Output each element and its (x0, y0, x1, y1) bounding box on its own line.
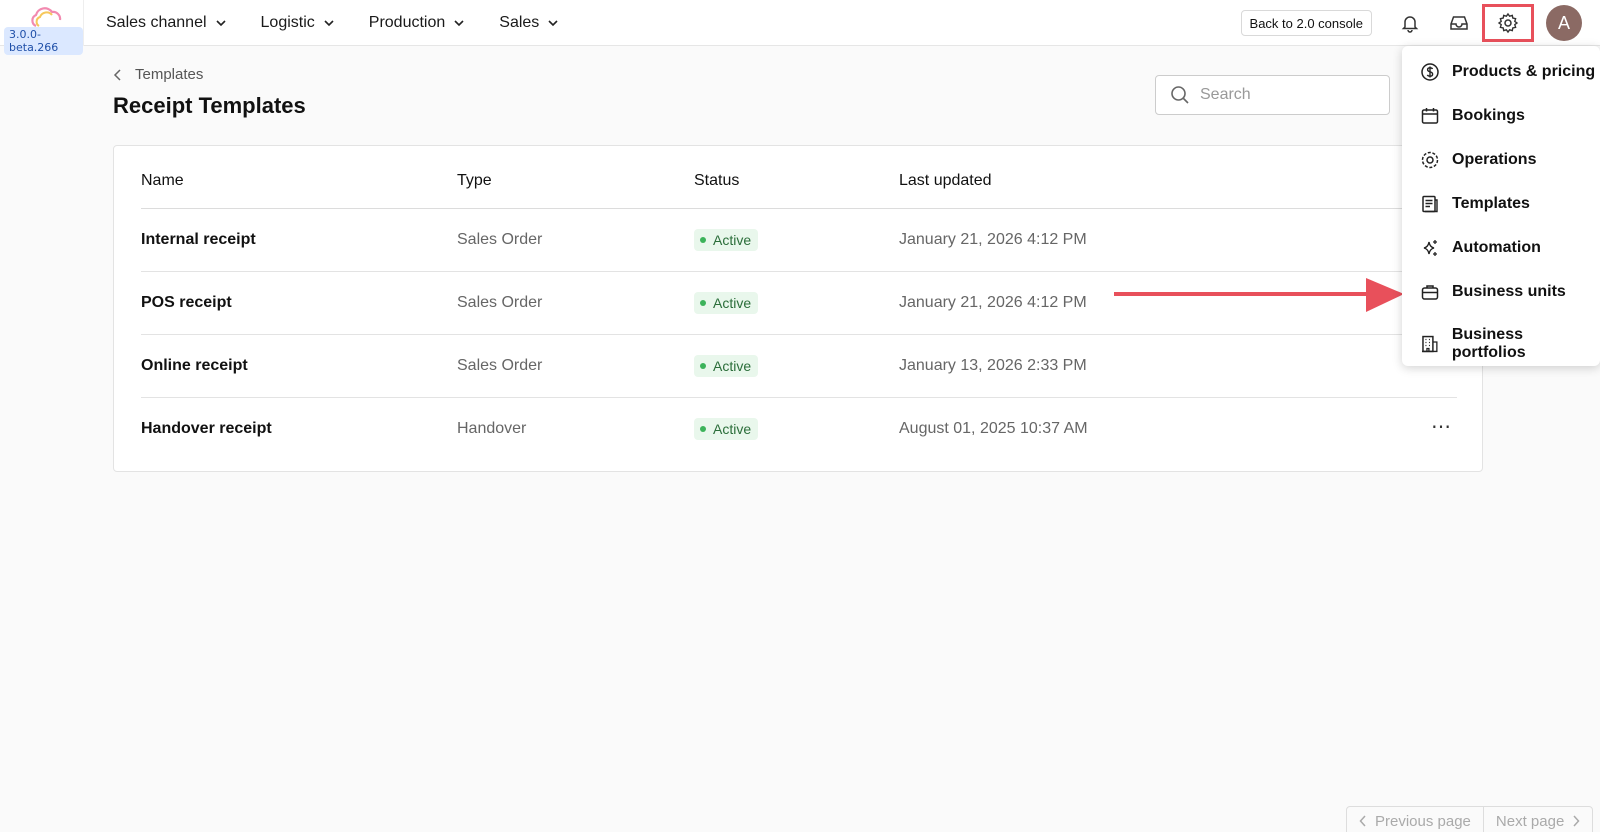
table-header: Name Type Status Last updated (141, 146, 1457, 209)
version-badge: 3.0.0-beta.266 (4, 26, 83, 55)
status-badge: Active (694, 229, 759, 251)
chevron-right-icon (1573, 815, 1580, 827)
logo-cloud-icon (31, 6, 62, 27)
row-last-updated: January 13, 2026 2:33 PM (899, 357, 1087, 374)
row-type: Sales Order (457, 357, 543, 374)
status-dot (700, 237, 706, 243)
logo-area[interactable]: 3.0.0-beta.266 (0, 0, 84, 55)
calendar-icon (1421, 108, 1439, 124)
column-header-type[interactable]: Type (457, 172, 492, 189)
menu-item-products-pricing[interactable]: Products & pricing (1420, 62, 1595, 82)
table-row[interactable]: POS receipt Sales Order Active January 2… (141, 272, 1457, 335)
building-icon (1421, 335, 1438, 353)
nav-label: Logistic (260, 13, 315, 31)
row-type: Handover (457, 420, 527, 437)
breadcrumb[interactable]: Templates (113, 66, 203, 83)
row-type: Sales Order (457, 294, 543, 311)
chevron-left-icon (113, 68, 121, 81)
inbox-button[interactable] (1443, 7, 1475, 39)
search-box[interactable] (1155, 75, 1390, 115)
next-page-label: Next page (1495, 812, 1565, 830)
notifications-button[interactable] (1394, 7, 1426, 39)
chevron-down-icon (548, 19, 558, 26)
top-navigation-bar: 3.0.0-beta.266 Sales channel Logistic Pr… (0, 0, 1600, 55)
previous-page-button[interactable]: Previous page (1347, 807, 1483, 832)
search-icon (1171, 86, 1189, 104)
column-header-last-updated[interactable]: Last updated (899, 172, 992, 189)
settings-button[interactable] (1482, 4, 1534, 42)
row-name[interactable]: Online receipt (141, 357, 248, 374)
main-nav: Sales channel Logistic Production Sales (106, 14, 593, 32)
status-label: Active (713, 358, 752, 374)
annotation-arrow-icon (1114, 278, 1404, 312)
table-row[interactable]: Handover receipt Handover Active August … (141, 398, 1457, 461)
row-name[interactable]: Internal receipt (141, 231, 256, 248)
status-label: Active (713, 421, 752, 437)
status-label: Active (713, 295, 752, 311)
nav-sales[interactable]: Sales (499, 14, 559, 32)
nav-label: Production (368, 13, 446, 31)
avatar[interactable]: A (1546, 5, 1582, 41)
menu-item-label: Operations (1452, 151, 1537, 168)
gear-icon (1497, 12, 1519, 34)
status-badge: Active (694, 418, 759, 440)
menu-item-operations[interactable]: Operations (1420, 150, 1536, 170)
status-badge: Active (694, 355, 759, 377)
pagination: Previous page Next page (1346, 806, 1594, 832)
next-page-button[interactable]: Next page (1482, 807, 1592, 832)
search-input[interactable] (1200, 86, 1370, 104)
bell-icon (1401, 16, 1419, 33)
menu-item-label: Business units (1452, 283, 1566, 300)
row-name[interactable]: Handover receipt (141, 420, 272, 437)
menu-item-label: Products & pricing (1452, 63, 1596, 80)
nav-production[interactable]: Production (369, 14, 466, 32)
inbox-icon (1450, 16, 1468, 30)
nav-logistic[interactable]: Logistic (261, 14, 335, 32)
menu-item-templates[interactable]: Templates (1420, 194, 1530, 214)
document-icon (1422, 195, 1438, 213)
menu-item-label: Automation (1452, 239, 1541, 256)
row-last-updated: August 01, 2025 10:37 AM (899, 420, 1088, 437)
column-header-status[interactable]: Status (694, 172, 740, 189)
previous-page-label: Previous page (1375, 812, 1471, 830)
status-dot (700, 363, 706, 369)
nav-label: Sales channel (106, 13, 207, 31)
back-to-console-button[interactable]: Back to 2.0 console (1240, 10, 1372, 36)
menu-item-business-portfolios[interactable]: Business portfolios (1420, 326, 1600, 362)
more-options-icon[interactable]: ⋯ (1431, 416, 1452, 438)
page-title: Receipt Templates (113, 93, 306, 118)
chevron-down-icon (215, 19, 226, 26)
chevron-down-icon (454, 19, 464, 26)
status-badge: Active (694, 292, 759, 314)
briefcase-icon (1421, 285, 1439, 300)
chevron-down-icon (324, 19, 334, 26)
nav-label: Sales (499, 13, 540, 31)
menu-item-automation[interactable]: Automation (1420, 238, 1541, 258)
status-dot (700, 426, 706, 432)
cog-icon (1421, 151, 1439, 169)
breadcrumb-label: Templates (135, 66, 204, 83)
row-last-updated: January 21, 2026 4:12 PM (899, 294, 1087, 311)
menu-item-label: Business portfolios (1451, 326, 1526, 361)
column-header-name[interactable]: Name (141, 172, 184, 189)
status-label: Active (713, 232, 752, 248)
row-type: Sales Order (457, 231, 543, 248)
templates-table: Name Type Status Last updated Internal r… (113, 145, 1483, 472)
table-row[interactable]: Internal receipt Sales Order Active Janu… (141, 209, 1457, 272)
nav-sales-channel[interactable]: Sales channel (106, 14, 227, 32)
status-dot (700, 300, 706, 306)
chevron-left-icon (1359, 815, 1366, 827)
row-last-updated: January 21, 2026 4:12 PM (899, 231, 1087, 248)
top-right-actions: Back to 2.0 console A (1240, 0, 1600, 46)
menu-item-label: Templates (1452, 195, 1530, 212)
dollar-circle-icon (1421, 63, 1439, 81)
menu-item-bookings[interactable]: Bookings (1420, 106, 1525, 126)
settings-menu: Products & pricing Bookings Operations T… (1402, 46, 1600, 366)
table-row[interactable]: Online receipt Sales Order Active Januar… (141, 335, 1457, 398)
row-name[interactable]: POS receipt (141, 294, 232, 311)
menu-item-label: Bookings (1452, 107, 1525, 124)
menu-item-business-units[interactable]: Business units (1420, 282, 1566, 302)
sparkle-icon (1423, 240, 1437, 256)
